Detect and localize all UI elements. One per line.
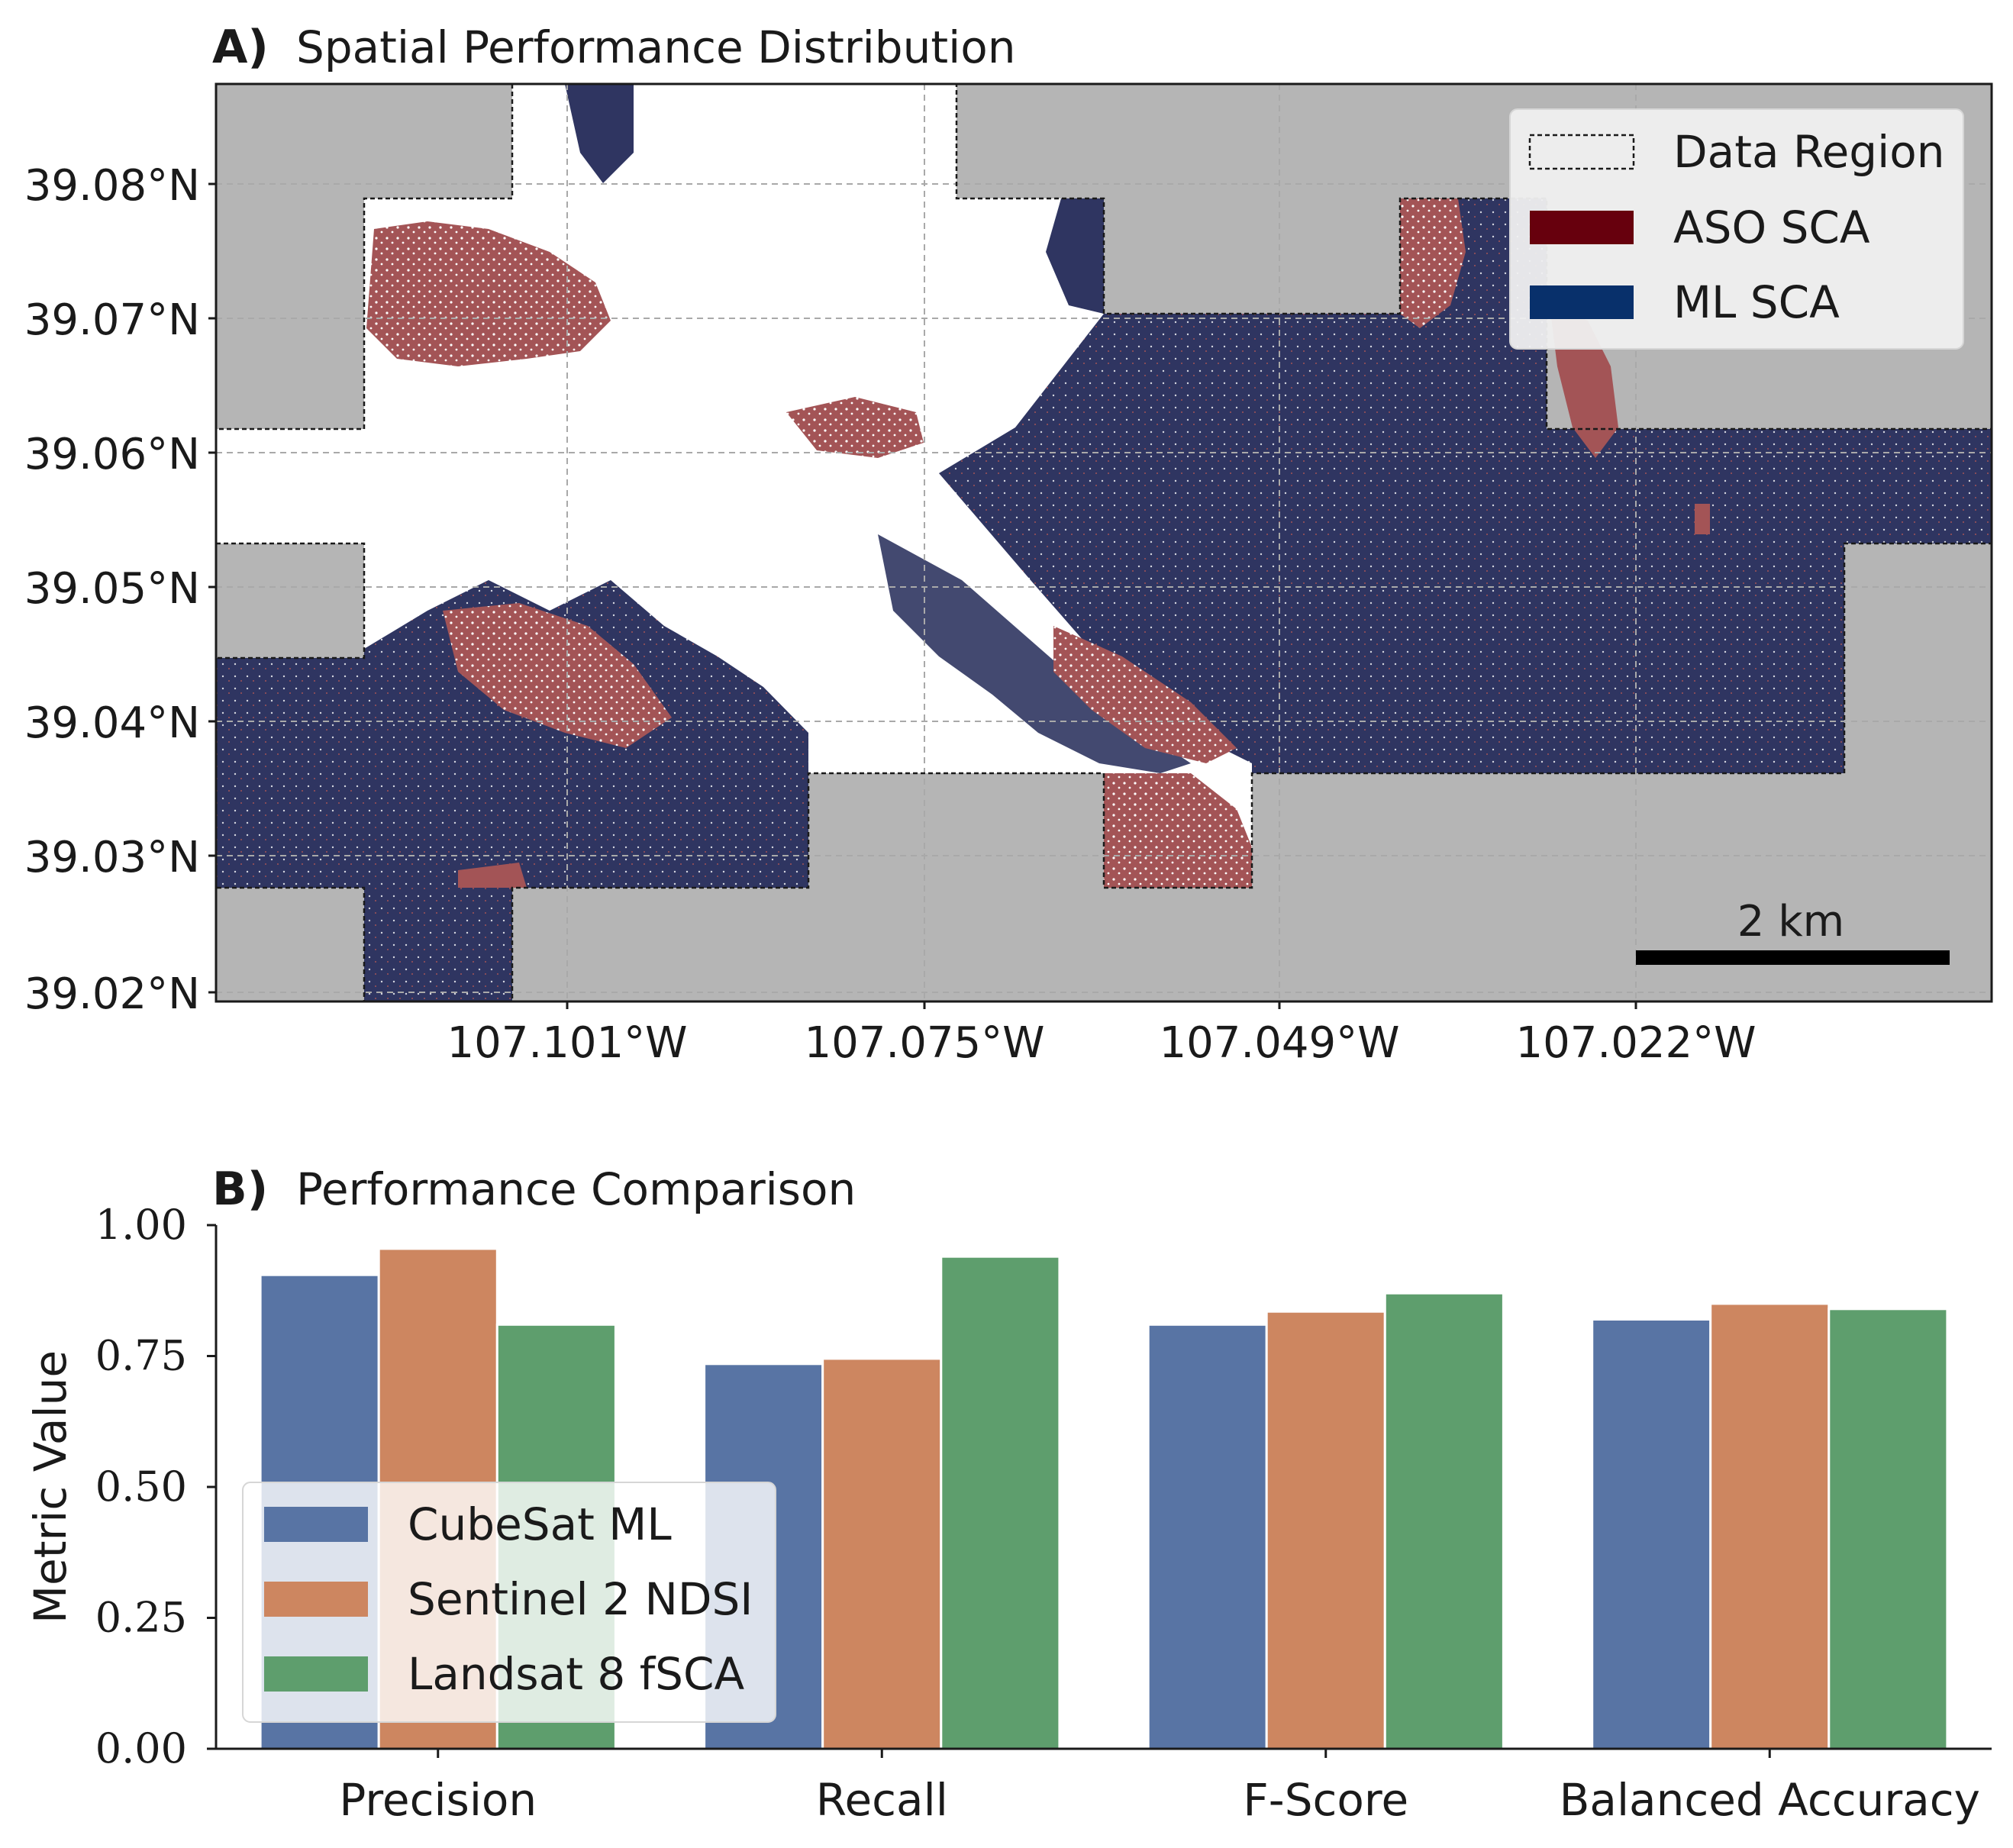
map-y-axis: 39.08°N 39.07°N 39.06°N 39.05°N 39.04°N …: [24, 161, 216, 1019]
y-axis-ticks: 0.00 0.25 0.50 0.75 1.00: [95, 1201, 216, 1772]
chart-legend-label: CubeSat ML: [408, 1498, 672, 1550]
legend-swatch-landsat-8-fsca: [264, 1656, 368, 1692]
map-legend-label: Data Region: [1673, 126, 1944, 178]
scale-bar: 2 km: [1636, 897, 1950, 965]
map-x-tick-label: 107.022°W: [1516, 1018, 1757, 1068]
bar-landsat-8-fsca-recall: [940, 1255, 1061, 1750]
chart-legend-label: Landsat 8 fSCA: [408, 1648, 744, 1700]
map-legend-label: ASO SCA: [1673, 202, 1870, 253]
x-tick-label: Balanced Accuracy: [1560, 1774, 1980, 1826]
legend-swatch-sentinel-2-ndsi: [264, 1582, 368, 1617]
chart-legend-box: [242, 1482, 776, 1723]
bar-cubesat-ml-balanced-accuracy: [1591, 1318, 1712, 1750]
x-tick-label: F-Score: [1243, 1774, 1408, 1826]
map-legend-label: ML SCA: [1673, 276, 1840, 328]
chart-legend-label: Sentinel 2 NDSI: [408, 1573, 753, 1625]
y-tick-label: 0.00: [95, 1724, 187, 1772]
y-tick-label: 0.75: [95, 1332, 187, 1380]
map-y-tick-label: 39.04°N: [24, 698, 200, 748]
bar-cubesat-ml-f-score: [1147, 1323, 1268, 1750]
map-y-tick-label: 39.07°N: [24, 295, 200, 345]
data-region-outline: [216, 84, 1992, 1001]
map-x-tick-label: 107.101°W: [447, 1018, 688, 1068]
bar-landsat-8-fsca-f-score: [1383, 1292, 1505, 1750]
scale-bar-label: 2 km: [1737, 897, 1844, 947]
chart-legend: CubeSat ML Sentinel 2 NDSI Landsat 8 fSC…: [242, 1482, 776, 1723]
bar-sentinel-2-ndsi-recall: [821, 1357, 943, 1750]
map-y-tick-label: 39.05°N: [24, 564, 200, 614]
map-x-axis: 107.101°W 107.075°W 107.049°W 107.022°W: [447, 1001, 1757, 1068]
x-tick-label: Recall: [816, 1774, 948, 1826]
bar-landsat-8-fsca-balanced-accuracy: [1828, 1308, 1949, 1750]
aso-sca-regions: [366, 198, 1710, 888]
y-tick-label: 0.25: [95, 1594, 187, 1642]
panel-b-title-text: Performance Comparison: [296, 1163, 856, 1215]
x-axis-ticks: Precision Recall F-Score Balanced Accura…: [339, 1749, 1980, 1826]
map-frame: [215, 82, 1993, 1003]
bar-sentinel-2-ndsi-balanced-accuracy: [1709, 1302, 1831, 1750]
x-tick-label: Precision: [339, 1774, 537, 1826]
y-tick-label: 0.50: [95, 1463, 187, 1511]
y-axis-label: Metric Value: [24, 1350, 76, 1624]
panel-a-title: A) Spatial Performance Distribution: [212, 21, 1015, 74]
bar-chart: 0.00 0.25 0.50 0.75 1.00 Precision Recal…: [24, 1201, 1992, 1826]
map-y-tick-label: 39.03°N: [24, 833, 200, 882]
scale-bar-line: [1636, 950, 1950, 965]
map-legend: Data Region ASO SCA ML SCA: [1509, 108, 1964, 350]
bar-sentinel-2-ndsi-f-score: [1265, 1310, 1386, 1750]
map-y-tick-label: 39.08°N: [24, 161, 200, 211]
map-x-tick-label: 107.075°W: [805, 1018, 1045, 1068]
map-y-tick-label: 39.06°N: [24, 430, 200, 479]
panel-a-title-text: Spatial Performance Distribution: [296, 21, 1015, 73]
panel-b-label: B): [212, 1163, 268, 1216]
aso-sca-swatch: [1530, 211, 1634, 244]
panel-a-label: A): [212, 21, 269, 74]
map-y-tick-label: 39.02°N: [24, 969, 200, 1019]
legend-swatch-cubesat-ml: [264, 1507, 368, 1542]
y-tick-label: 1.00: [95, 1201, 187, 1249]
map-x-tick-label: 107.049°W: [1160, 1018, 1400, 1068]
panel-b-title: B) Performance Comparison: [212, 1163, 856, 1216]
ml-sca-swatch: [1530, 285, 1634, 319]
